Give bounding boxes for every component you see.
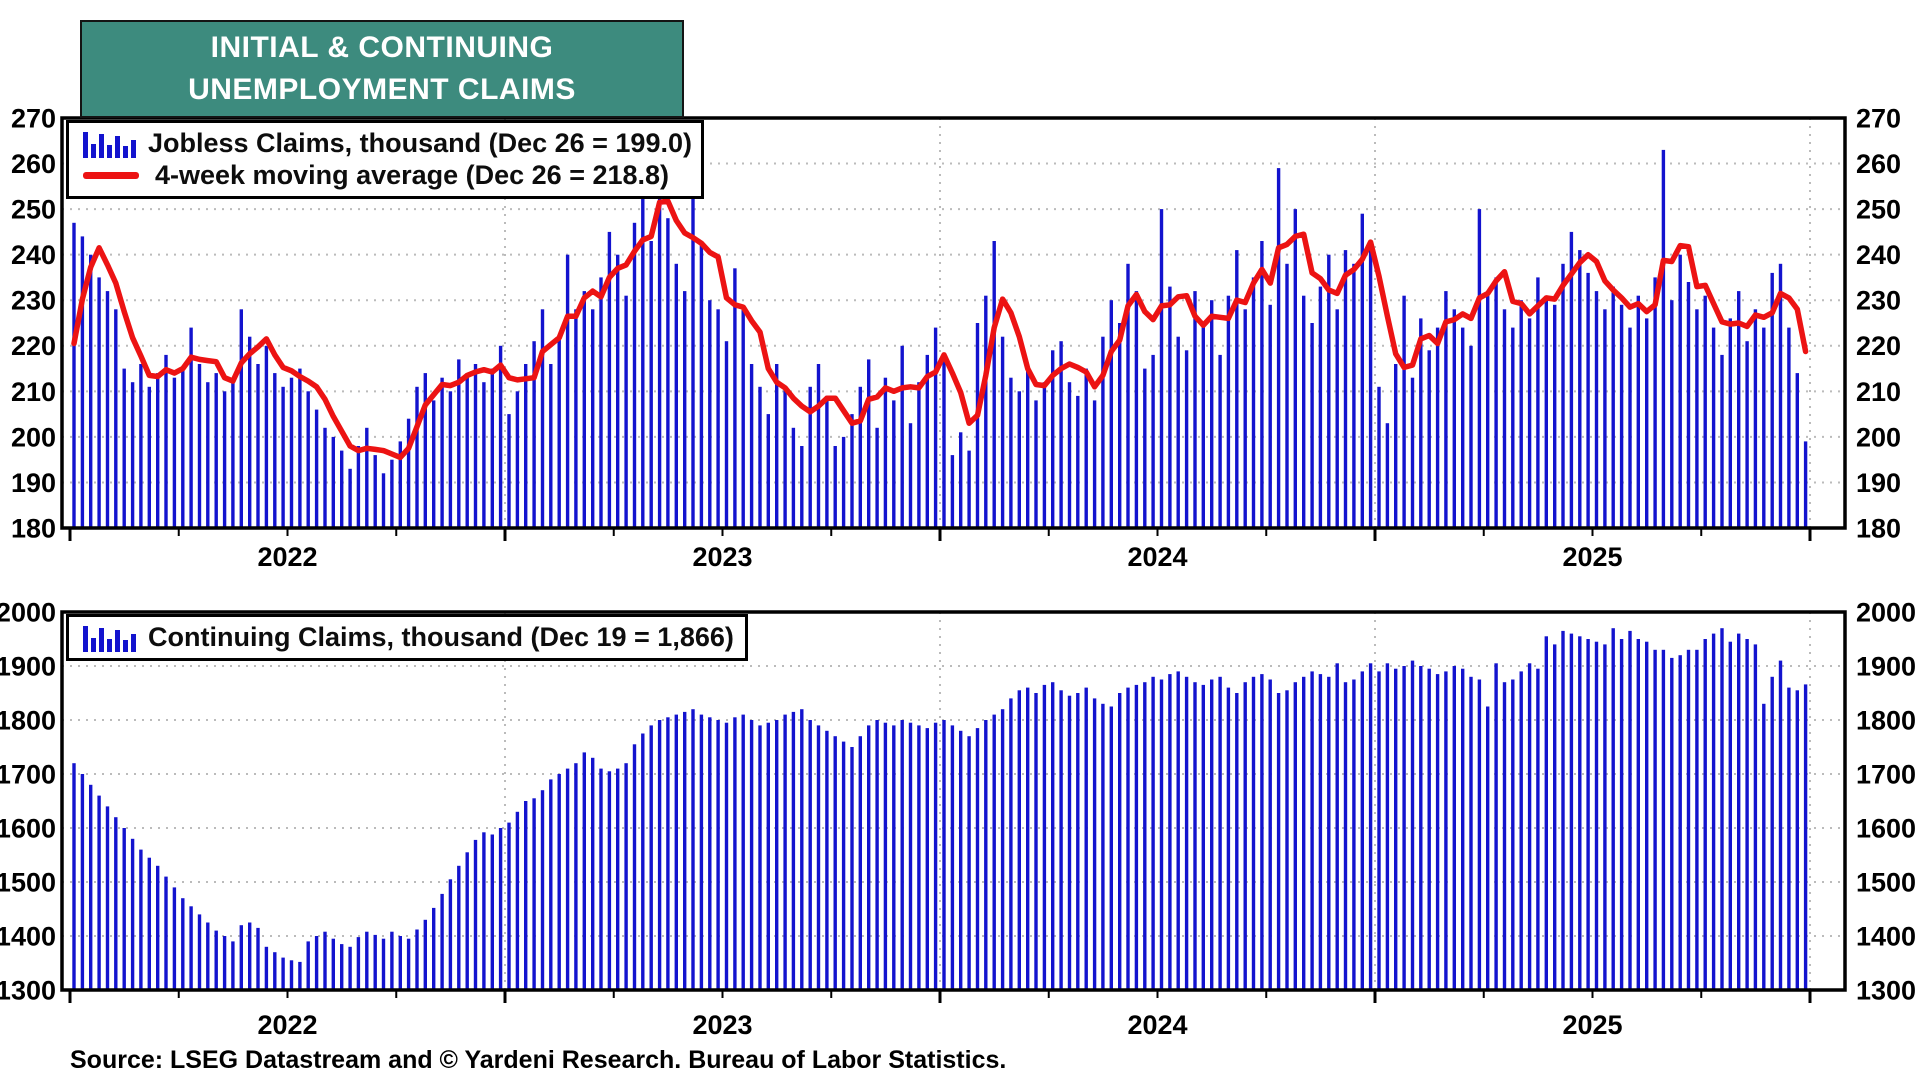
bars-series — [72, 628, 1808, 990]
y-axis-label-left: 1900 — [0, 651, 56, 681]
y-axis-label-left: 190 — [11, 468, 56, 498]
legend-item-continuing-claims: Continuing Claims, thousand (Dec 19 = 1,… — [83, 622, 734, 653]
y-axis-label-left: 200 — [11, 422, 56, 452]
y-axis-label-left: 210 — [11, 377, 56, 407]
x-axis-year-label: 2023 — [692, 1010, 752, 1040]
y-axis-label-left: 220 — [11, 331, 56, 361]
y-axis-label-right: 1500 — [1856, 867, 1916, 897]
y-axis-label-right: 260 — [1856, 149, 1901, 179]
y-axis-label-left: 240 — [11, 240, 56, 270]
x-axis-year-label: 2024 — [1127, 1010, 1187, 1040]
y-axis-label-right: 1400 — [1856, 921, 1916, 951]
y-axis-label-left: 1600 — [0, 813, 56, 843]
moving-average-line — [71, 198, 1809, 461]
initial-claims-chart: 180 180 190 190 200 200 210 210 220 220 230 230 240 2… — [11, 103, 1901, 572]
y-axis-label-right: 1300 — [1856, 975, 1916, 1005]
y-axis-label-right: 190 — [1856, 468, 1901, 498]
source-text: Source: LSEG Datastream and © Yardeni Re… — [70, 1046, 1007, 1074]
y-axis-label-left: 1800 — [0, 705, 56, 735]
legend-label-moving-average: 4-week moving average (Dec 26 = 218.8) — [155, 160, 670, 190]
y-axis-label-left: 1300 — [0, 975, 56, 1005]
line-icon — [83, 172, 139, 179]
y-axis-label-right: 1600 — [1856, 813, 1916, 843]
legend-item-jobless-claims: Jobless Claims, thousand (Dec 26 = 199.0… — [83, 128, 692, 159]
y-axis-label-right: 200 — [1856, 422, 1901, 452]
initial-claims-legend: Jobless Claims, thousand (Dec 26 = 199.0… — [66, 120, 704, 199]
y-axis-label-right: 1700 — [1856, 759, 1916, 789]
y-axis-label-left: 260 — [11, 149, 56, 179]
chart-title: INITIAL & CONTINUING UNEMPLOYMENT CLAIMS — [80, 20, 684, 118]
y-axis-label-right: 270 — [1856, 103, 1901, 133]
continuing-claims-chart: 1300 1300 1400 1400 1500 1500 1600 1600 1700 1700… — [0, 597, 1916, 1040]
x-axis-year-label: 2022 — [257, 542, 317, 572]
y-axis-label-right: 1900 — [1856, 651, 1916, 681]
y-axis-label-left: 270 — [11, 103, 56, 133]
y-axis-label-right: 210 — [1856, 377, 1901, 407]
bars-icon — [83, 624, 136, 652]
y-axis-label-left: 180 — [11, 513, 56, 543]
y-axis-label-left: 1500 — [0, 867, 56, 897]
chart-title-line2: UNEMPLOYMENT CLAIMS — [188, 73, 576, 106]
x-axis-year-label: 2022 — [257, 1010, 317, 1040]
y-axis-label-left: 1400 — [0, 921, 56, 951]
bars-series — [72, 149, 1808, 529]
y-axis-label-right: 250 — [1856, 195, 1901, 225]
x-axis-year-label: 2025 — [1562, 542, 1622, 572]
chart-title-line1: INITIAL & CONTINUING — [210, 31, 554, 64]
bars-icon — [83, 130, 136, 158]
y-axis-label-right: 230 — [1856, 286, 1901, 316]
x-axis-year-label: 2025 — [1562, 1010, 1622, 1040]
x-axis-year-label: 2023 — [692, 542, 752, 572]
y-axis-label-left: 230 — [11, 286, 56, 316]
legend-label-jobless-claims: Jobless Claims, thousand (Dec 26 = 199.0… — [148, 128, 692, 158]
x-axis-year-label: 2024 — [1127, 542, 1187, 572]
y-axis-label-left: 250 — [11, 195, 56, 225]
y-axis-label-right: 2000 — [1856, 597, 1916, 627]
y-axis-label-left: 1700 — [0, 759, 56, 789]
continuing-claims-legend: Continuing Claims, thousand (Dec 19 = 1,… — [66, 614, 748, 661]
y-axis-label-right: 240 — [1856, 240, 1901, 270]
legend-label-continuing-claims: Continuing Claims, thousand (Dec 19 = 1,… — [148, 622, 734, 652]
y-axis-label-right: 220 — [1856, 331, 1901, 361]
y-axis-label-right: 180 — [1856, 513, 1901, 543]
y-axis-label-right: 1800 — [1856, 705, 1916, 735]
y-axis-label-left: 2000 — [0, 597, 56, 627]
legend-item-moving-average: 4-week moving average (Dec 26 = 218.8) — [83, 160, 687, 191]
